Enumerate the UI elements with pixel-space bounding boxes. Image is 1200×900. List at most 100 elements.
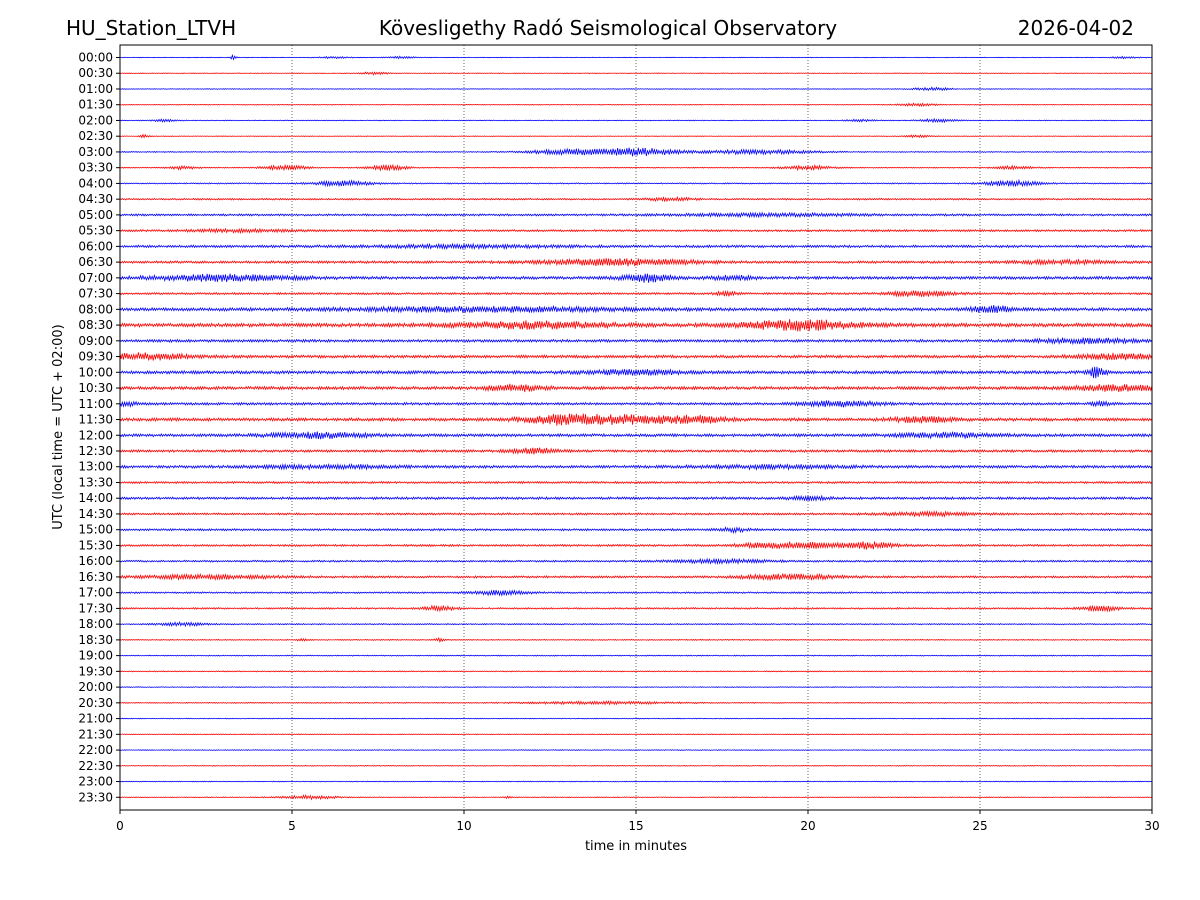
trace-1430 [119,510,1153,518]
trace-2230 [119,764,1153,767]
y-tick-label-2030: 20:30 [78,696,113,710]
trace-0130 [119,102,1153,108]
trace-1130 [119,413,1153,426]
y-tick-label-0930: 09:30 [78,350,113,364]
x-tick-label-20: 20 [800,819,815,833]
y-tick-label-0900: 09:00 [78,334,113,348]
y-tick-label-1530: 15:30 [78,538,113,552]
trace-1830 [119,636,1153,643]
trace-0830 [119,319,1153,332]
trace-group [119,53,1153,801]
y-tick-label-0430: 04:30 [78,192,113,206]
y-tick-label-0000: 00:00 [78,51,113,65]
station-name: HU_Station_LTVH [66,16,236,40]
y-tick-label-0400: 04:00 [78,176,113,190]
y-tick-label-1200: 12:00 [78,428,113,442]
y-tick-label-2200: 22:00 [78,743,113,757]
y-tick-label-2000: 20:00 [78,680,113,694]
trace-0100 [119,86,1153,92]
y-tick-label-0500: 05:00 [78,208,113,222]
y-tick-label-0730: 07:30 [78,287,113,301]
trace-0530 [119,227,1153,235]
y-tick-label-0700: 07:00 [78,271,113,285]
trace-2000 [119,686,1153,688]
trace-2030 [119,700,1153,706]
trace-2330 [119,794,1153,801]
trace-1800 [119,620,1153,628]
trace-2130 [119,733,1153,736]
y-tick-label-1000: 10:00 [78,365,113,379]
y-tick-label-1100: 11:00 [78,397,113,411]
y-tick-label-0200: 02:00 [78,113,113,127]
plot-frame [119,44,1153,811]
trace-1500 [119,526,1153,535]
y-tick-label-1930: 19:30 [78,664,113,678]
y-tick-label-1500: 15:00 [78,523,113,537]
trace-1900 [119,654,1153,657]
trace-0730 [119,289,1153,298]
y-tick-label-2300: 23:00 [78,775,113,789]
y-tick-label-0030: 00:30 [78,66,113,80]
observatory-title: Kövesligethy Radó Seismological Observat… [379,16,837,40]
trace-2200 [119,749,1153,751]
y-tick-label-0600: 06:00 [78,239,113,253]
trace-0030 [119,71,1153,76]
y-tick-label-0830: 08:30 [78,318,113,332]
trace-0300 [119,147,1153,157]
trace-0330 [119,163,1153,172]
x-tick-label-30: 30 [1144,819,1159,833]
trace-0600 [119,242,1153,251]
y-axis-label: UTC (local time = UTC + 02:00) [51,324,66,529]
trace-0230 [119,133,1153,139]
y-tick-label-0330: 03:30 [78,161,113,175]
y-tick-label-0300: 03:00 [78,145,113,159]
y-tick-label-1830: 18:30 [78,633,113,647]
x-axis-label: time in minutes [585,839,687,854]
y-tick-label-0630: 06:30 [78,255,113,269]
y-tick-label-1430: 14:30 [78,507,113,521]
y-tick-label-1630: 16:30 [78,570,113,584]
y-tick-label-2230: 22:30 [78,759,113,773]
y-tick-label-1900: 19:00 [78,649,113,663]
y-tick-label-1600: 16:00 [78,554,113,568]
y-tick-label-0230: 02:30 [78,129,113,143]
trace-1930 [119,670,1153,673]
trace-2100 [119,717,1153,720]
x-tick-label-25: 25 [972,819,987,833]
y-tick-label-2330: 23:30 [78,790,113,804]
y-tick-label-2100: 21:00 [78,712,113,726]
trace-0700 [119,273,1153,283]
trace-0800 [119,304,1153,314]
trace-1230 [119,447,1153,455]
trace-0000 [119,53,1153,61]
date-label: 2026-04-02 [1018,16,1134,40]
trace-1030 [119,383,1153,393]
y-tick-label-1700: 17:00 [78,586,113,600]
x-tick-label-15: 15 [628,819,643,833]
y-tick-label-0100: 01:00 [78,82,113,96]
y-tick-label-1130: 11:30 [78,413,113,427]
x-tick-label-0: 0 [116,819,124,833]
y-tick-label-1800: 18:00 [78,617,113,631]
y-tick-label-1400: 14:00 [78,491,113,505]
y-tick-label-1300: 13:00 [78,460,113,474]
y-tick-label-2130: 21:30 [78,727,113,741]
x-axis-ticks: 0 5 10 15 20 25 30 [116,810,1160,833]
y-tick-label-1230: 12:30 [78,444,113,458]
trace-1330 [119,480,1153,485]
y-tick-label-1030: 10:30 [78,381,113,395]
trace-1100 [119,399,1153,409]
trace-2300 [119,780,1153,783]
y-tick-label-1730: 17:30 [78,601,113,615]
y-tick-label-0530: 05:30 [78,224,113,238]
trace-0930 [119,352,1153,361]
y-tick-label-0800: 08:00 [78,302,113,316]
trace-1200 [119,430,1153,440]
trace-1600 [119,557,1153,566]
trace-1730 [119,604,1153,613]
trace-1000 [119,366,1153,379]
y-tick-label-1330: 13:30 [78,475,113,489]
